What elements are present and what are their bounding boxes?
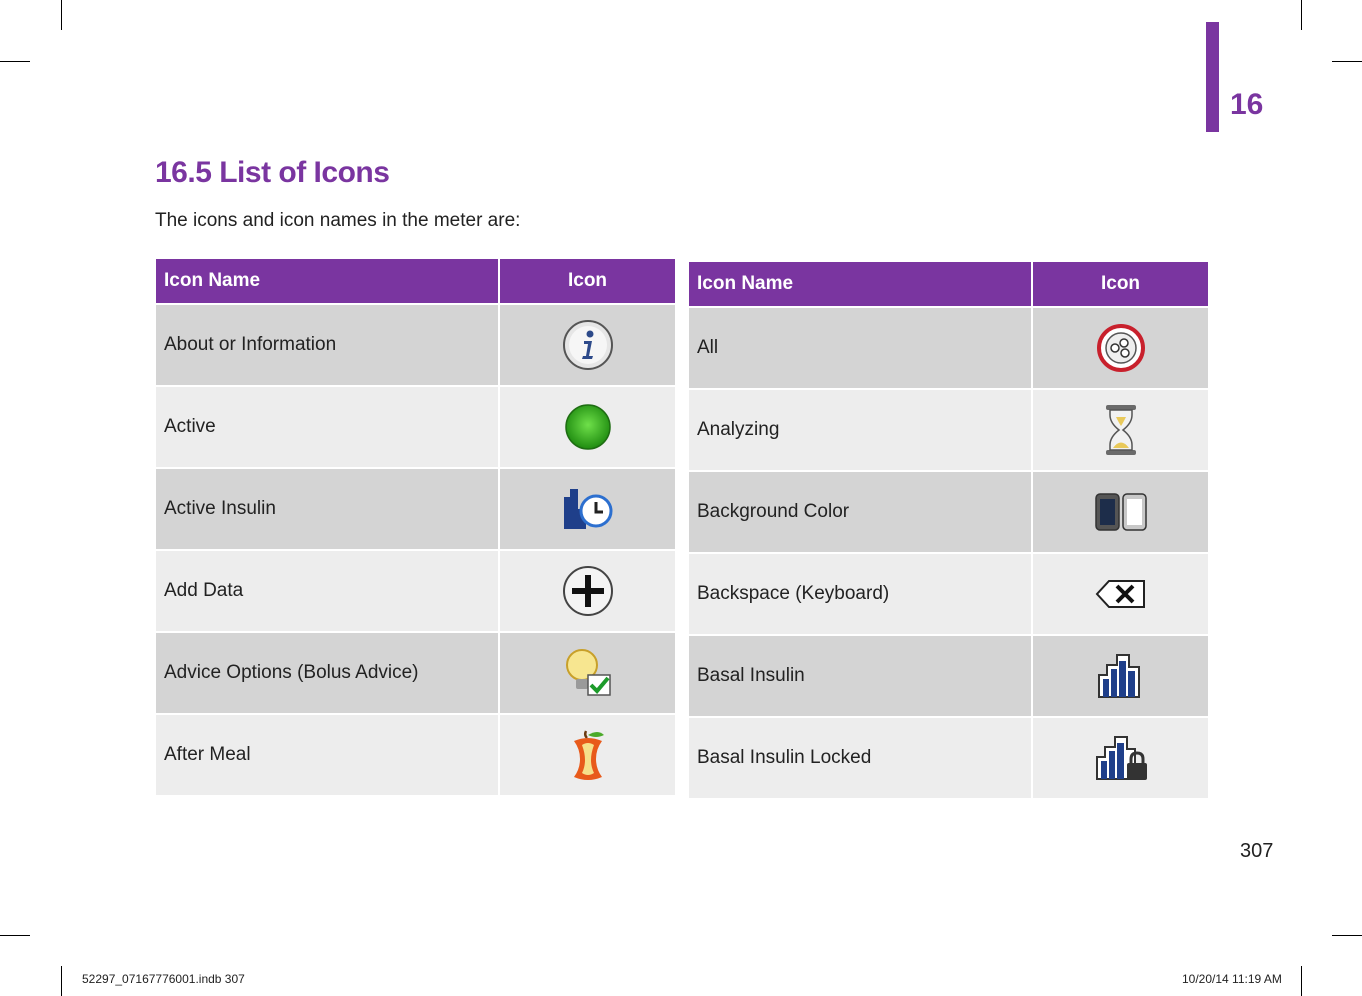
table-row: Background Color xyxy=(687,470,1210,554)
icon-name-cell: Active xyxy=(154,385,500,469)
table-row: Basal Insulin xyxy=(687,634,1210,718)
col-header-icon: Icon xyxy=(1031,260,1210,308)
table-row: After Meal xyxy=(154,713,677,797)
icon-name-cell: About or Information xyxy=(154,303,500,387)
icon-name-cell: Backspace (Keyboard) xyxy=(687,552,1033,636)
col-header-icon-name: Icon Name xyxy=(154,257,500,305)
icon-table-right: Icon Name Icon All Analyzing xyxy=(687,260,1210,800)
table-row: Analyzing xyxy=(687,388,1210,472)
icon-name-cell: All xyxy=(687,306,1033,390)
icon-table-left: Icon Name Icon About or Information Acti… xyxy=(154,257,677,797)
icon-name-cell: Basal Insulin xyxy=(687,634,1033,718)
table-header-row: Icon Name Icon xyxy=(687,260,1210,308)
table-row: About or Information xyxy=(154,303,677,387)
icon-name-cell: After Meal xyxy=(154,713,500,797)
icon-name-cell: Basal Insulin Locked xyxy=(687,716,1033,800)
table-row: Add Data xyxy=(154,549,677,633)
all-circles-icon xyxy=(1096,324,1145,372)
crop-mark xyxy=(61,966,62,996)
icon-name-cell: Active Insulin xyxy=(154,467,500,551)
icon-name-cell: Add Data xyxy=(154,549,500,633)
lightbulb-check-icon xyxy=(565,649,611,696)
col-header-icon-name: Icon Name xyxy=(687,260,1033,308)
crop-mark xyxy=(61,0,62,30)
info-icon xyxy=(562,320,613,370)
crop-mark xyxy=(0,61,30,62)
crop-mark xyxy=(0,935,30,936)
table-row: Backspace (Keyboard) xyxy=(687,552,1210,636)
basal-bars-icon xyxy=(1097,654,1140,698)
active-insulin-clock-icon xyxy=(563,489,612,529)
apple-core-icon xyxy=(573,730,604,780)
plus-icon xyxy=(562,566,613,616)
icon-name-cell: Background Color xyxy=(687,470,1033,554)
crop-mark xyxy=(1301,0,1302,30)
crop-mark xyxy=(1332,61,1362,62)
chapter-number: 16 xyxy=(1230,88,1264,121)
icon-name-cell: Analyzing xyxy=(687,388,1033,472)
device-screens-icon xyxy=(1094,493,1147,531)
table-header-row: Icon Name Icon xyxy=(154,257,677,305)
page-number: 307 xyxy=(1240,840,1274,862)
icon-name-cell: Advice Options (Bolus Advice) xyxy=(154,631,500,715)
table-row: Basal Insulin Locked xyxy=(687,716,1210,800)
section-intro: The icons and icon names in the meter ar… xyxy=(155,210,521,231)
table-row: All xyxy=(687,306,1210,390)
green-circle-icon xyxy=(564,404,611,450)
crop-mark xyxy=(1301,966,1302,996)
backspace-icon xyxy=(1095,580,1145,608)
footer-timestamp: 10/20/14 11:19 AM xyxy=(1182,972,1282,986)
footer-file-info: 52297_07167776001.indb 307 xyxy=(82,972,245,986)
chapter-tab-bar xyxy=(1206,22,1219,132)
section-title: 16.5 List of Icons xyxy=(155,156,390,189)
hourglass-icon xyxy=(1105,405,1136,455)
table-row: Active Insulin xyxy=(154,467,677,551)
basal-bars-lock-icon xyxy=(1095,736,1147,780)
crop-mark xyxy=(1332,935,1362,936)
table-row: Advice Options (Bolus Advice) xyxy=(154,631,677,715)
col-header-icon: Icon xyxy=(498,257,677,305)
table-row: Active xyxy=(154,385,677,469)
